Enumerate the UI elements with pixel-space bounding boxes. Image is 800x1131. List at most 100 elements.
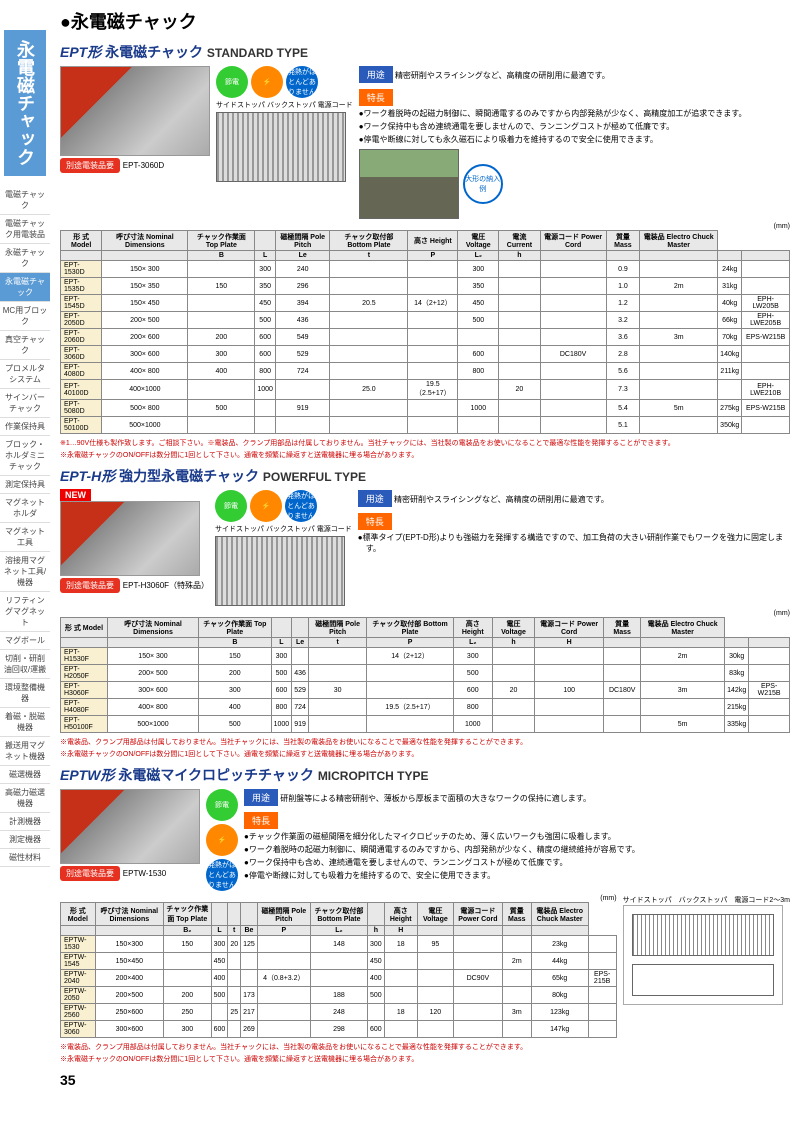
table-header: チャック取付部 Bottom Plate [310,903,367,926]
table-header: 形 式 Model [61,618,108,638]
sidebar-item[interactable]: 電磁チャック [0,186,50,215]
table-cell: 300 [255,261,276,278]
sidebar-item[interactable]: マグネット工具 [0,523,50,552]
table-cell [275,417,330,434]
table-cell [310,953,367,970]
product-block: NEW別途電装品要 EPT-H3060F（特殊品） [60,490,209,606]
spec-table: 形 式 Model呼び寸法 Nominal Dimensionsチャック作業面 … [60,902,617,1038]
separate-badge: 別途電装品要 [60,578,120,593]
table-cell: 248 [310,1004,367,1021]
table-cell: 298 [310,1021,367,1038]
sidebar-item[interactable]: 搬送用マグネット機器 [0,737,50,766]
table-cell [417,987,453,1004]
table-cell [367,682,453,699]
table-cell [308,648,367,665]
feature-bullet: ●ワーク着脱時の起磁力制御に、瞬間通電するのみですから内部発熱が少なく、高精度加… [359,108,790,119]
sidebar-item[interactable]: 溶接用マグネット工具/機器 [0,552,50,592]
sidebar-item[interactable]: リフティングマグネット [0,592,50,632]
sidebar-item[interactable]: 測定保持具 [0,476,50,494]
table-cell [502,987,531,1004]
table-cell: EPT- 5080D [61,400,102,417]
product-image [60,501,200,576]
table-cell: 18 [384,936,417,953]
table-cell [499,278,540,295]
sidebar-item[interactable]: マグボール [0,632,50,650]
table-cell: 14（2+12） [408,295,458,312]
sidebar-item[interactable]: 環境整備機器 [0,679,50,708]
table-cell [228,953,241,970]
table-cell [330,346,408,363]
model-label: EPT-3060D [123,161,164,170]
table-row: EPTW-2040200×4004004（0.8+3.2）400DC90V65k… [61,970,617,987]
product-block: 別途電装品要 EPT-3060D [60,66,210,219]
table-cell: EPT- H3060F [61,682,108,699]
table-cell [308,699,367,716]
table-subheader [95,926,163,936]
table-cell [330,261,408,278]
sidebar-item[interactable]: 永電磁チャック [0,273,50,302]
table-cell: 200×400 [95,970,163,987]
sidebar-item[interactable]: 真空チャック [0,331,50,360]
feature-bullet: ●ワーク保持中も含め連続通電を要しませんので、ランニングコストが極めて低廉です。 [359,121,790,132]
table-cell: 350 [255,278,276,295]
new-badge: NEW [60,489,91,501]
table-cell [492,665,534,682]
table-cell: 65kg [531,970,588,987]
page-number: 35 [60,1072,790,1088]
sidebar-item[interactable]: ブロック・ホルダミニチャック [0,436,50,476]
table-cell: 95 [417,936,453,953]
sidebar-item[interactable]: MC用ブロック [0,302,50,331]
sidebar-item[interactable]: 着磁・脱磁機器 [0,708,50,737]
table-cell: 200 [163,987,211,1004]
table-subheader: H [535,638,604,648]
table-cell: EPH-LWE210B [742,380,790,400]
sidebar-item[interactable]: 磁性材料 [0,849,50,867]
table-cell: 296 [275,278,330,295]
table-cell: 400 [188,363,255,380]
table-cell [535,648,604,665]
table-cell [241,970,258,987]
sidebar-item[interactable]: 電磁チャック用電装品 [0,215,50,244]
table-cell: 1000 [255,380,276,400]
table-header: 電源コード Power Cord [540,231,606,251]
table-cell: 800 [458,363,499,380]
diagram-label: サイドストッパ バックストッパ 電源コード [216,100,353,110]
table-subheader: B₂ [163,926,211,936]
table-cell: 300 [458,261,499,278]
section-title: EPTW形 永電磁マイクロピッチチャック MICROPITCH TYPE [60,765,790,785]
table-cell: 18 [384,1004,417,1021]
table-cell [408,346,458,363]
table-cell: 300 [211,936,228,953]
table-subheader: Be [241,926,258,936]
sidebar-item[interactable]: 測定機器 [0,831,50,849]
model-label: EPTW-1530 [123,869,166,878]
sidebar-item[interactable]: 切削・研削油回収/運搬 [0,650,50,679]
table-cell [188,417,255,434]
table-cell: 1.0 [606,278,640,295]
table-cell: 2.8 [606,346,640,363]
table-cell: 25.0 [330,380,408,400]
sidebar-item[interactable]: マグネットホルダ [0,494,50,523]
sidebar-item[interactable]: 作業保持具 [0,418,50,436]
sidebar-item[interactable]: 計測機器 [0,813,50,831]
table-cell: 529 [292,682,309,699]
table-cell [640,346,718,363]
table-cell: 300× 600 [107,682,198,699]
table-cell [453,936,502,953]
table-cell: 148 [310,936,367,953]
sidebar-item[interactable]: 磁選機器 [0,766,50,784]
table-cell [499,329,540,346]
sidebar-item[interactable]: 高磁力磁選機器 [0,784,50,813]
table-row: EPTW-2050200×50020050017318850080kg [61,987,617,1004]
separate-badge: 別途電装品要 [60,158,120,173]
table-cell: 394 [275,295,330,312]
table-subheader: L [271,638,292,648]
sidebar-item[interactable]: サインバーチャック [0,389,50,418]
table-cell [540,400,606,417]
sidebar-item[interactable]: プロメルタシステム [0,360,50,389]
sidebar-item[interactable]: 永磁チャック [0,244,50,273]
table-cell: 600 [368,1021,385,1038]
table-cell: 800 [453,699,492,716]
table-cell: 600 [453,682,492,699]
table-subheader [107,638,198,648]
